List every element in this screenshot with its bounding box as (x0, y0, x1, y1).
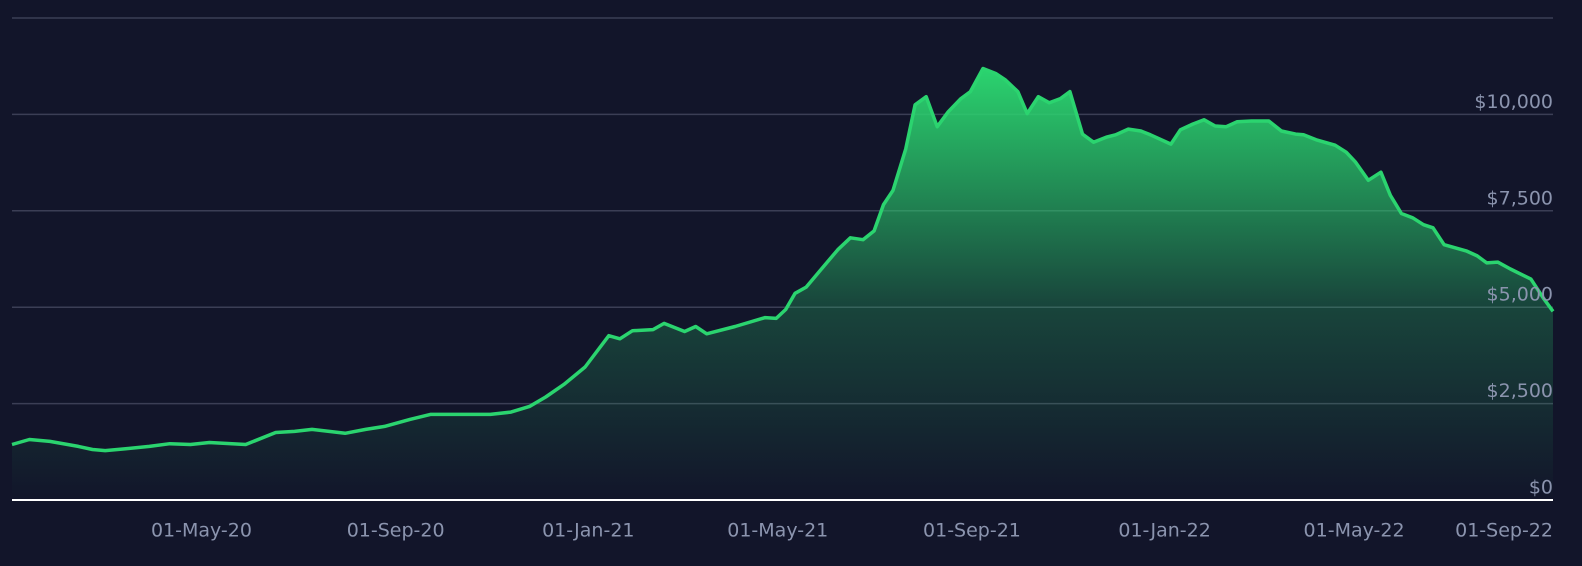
x-tick-label: 01-May-22 (1304, 520, 1405, 542)
y-tick-label: $2,500 (1487, 380, 1553, 402)
y-tick-label: $7,500 (1487, 187, 1553, 209)
x-tick-label: 01-May-21 (727, 520, 828, 542)
x-tick-label: 01-Sep-20 (347, 520, 445, 542)
line (11, 66, 1555, 453)
area-fill (12, 68, 1553, 500)
x-tick-label: 01-May-20 (151, 520, 252, 542)
y-tick-label: $0 (1529, 477, 1553, 499)
x-tick-label: 01-Sep-21 (923, 520, 1021, 542)
y-tick-label: $5,000 (1487, 284, 1553, 306)
y-tick-label: $10,000 (1474, 91, 1553, 113)
x-tick-label: 01-Jan-22 (1118, 520, 1210, 542)
x-tick-label: 01-Jan-21 (542, 520, 634, 542)
x-tick-label: 01-Sep-22 (1455, 520, 1553, 542)
